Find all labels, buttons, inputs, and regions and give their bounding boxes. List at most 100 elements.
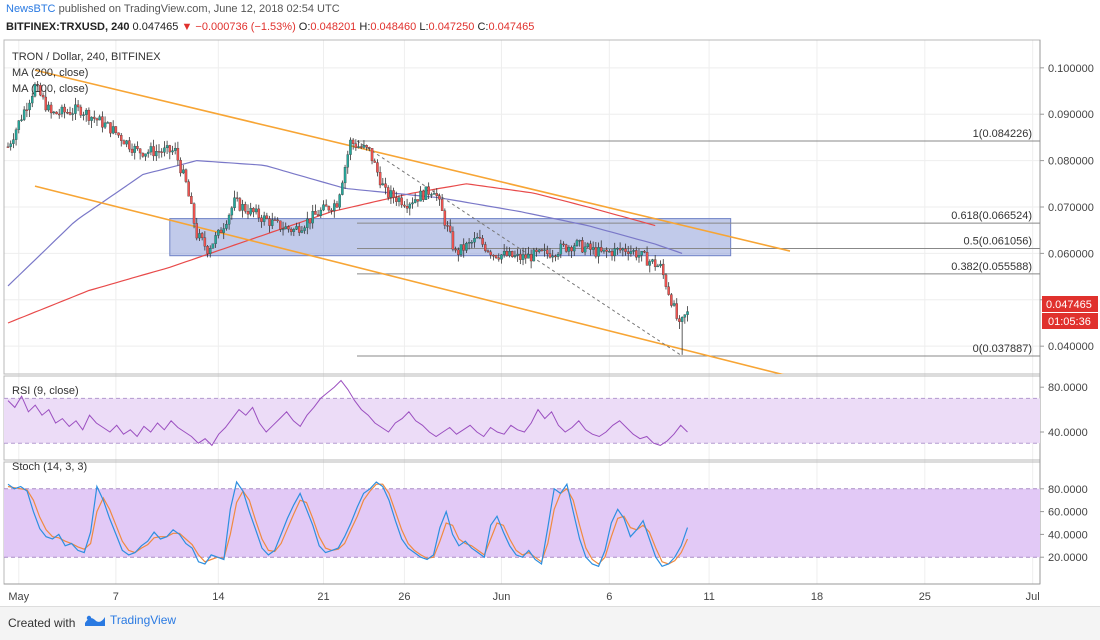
candle-body xyxy=(591,247,595,250)
candle-body xyxy=(149,146,153,153)
countdown-badge xyxy=(1042,313,1098,329)
candle-body xyxy=(608,251,611,253)
candle-body xyxy=(365,145,368,148)
y-tick-label: 0.040000 xyxy=(1048,341,1094,353)
candle-body xyxy=(489,251,492,256)
y-tick-label: 0.070000 xyxy=(1048,202,1094,214)
candle-body xyxy=(98,116,101,121)
candle-body xyxy=(581,240,584,253)
candle-body xyxy=(12,139,15,144)
candle-body xyxy=(535,249,538,252)
stoch-d-line xyxy=(7,483,689,565)
candle-body xyxy=(540,249,544,251)
candle-body xyxy=(368,147,371,149)
candle-body xyxy=(467,242,471,244)
candle-body xyxy=(543,249,546,251)
x-tick-label: Jun xyxy=(493,591,511,603)
candle-body xyxy=(516,253,519,256)
rsi-tick-label: 40.0000 xyxy=(1048,427,1088,439)
grid xyxy=(4,40,1040,584)
tradingview-logo-icon xyxy=(85,615,105,626)
candle-body xyxy=(306,218,309,228)
candle-body xyxy=(656,265,660,268)
candle-body xyxy=(33,84,37,97)
candle-body xyxy=(583,246,587,253)
y-tick-label: 0.060000 xyxy=(1048,248,1094,260)
x-tick-label: May xyxy=(8,591,29,603)
candle-body xyxy=(279,220,282,230)
fib-trend-line xyxy=(356,140,683,357)
candle-body xyxy=(624,248,627,252)
x-tick-label: 21 xyxy=(317,591,329,603)
y-tick-label: 0.080000 xyxy=(1048,156,1094,168)
candle-body xyxy=(230,207,234,216)
candle-body xyxy=(378,172,382,186)
chart-title: TRON / Dollar, 240, BITFINEX xyxy=(12,51,161,63)
candle-body xyxy=(225,224,228,229)
candle-body xyxy=(519,253,522,260)
candle-body xyxy=(683,314,687,318)
ma100-legend[interactable]: MA (100, close) xyxy=(12,83,88,95)
candle-body xyxy=(419,190,422,202)
candle-body xyxy=(556,254,560,257)
candle-body xyxy=(257,208,261,218)
candle-body xyxy=(281,228,285,231)
candle-body xyxy=(537,249,541,252)
candle-body xyxy=(427,186,430,195)
time-axis[interactable]: May 7 14 21 26 Jun 6 11 18 25 Jul xyxy=(8,591,1039,603)
candle-body xyxy=(117,132,120,136)
tradingview-link[interactable]: TradingView xyxy=(84,613,176,627)
candle-body xyxy=(637,255,641,258)
candle-body xyxy=(22,109,26,120)
candle-body xyxy=(9,143,12,147)
candle-body xyxy=(500,254,503,260)
rsi-band xyxy=(4,398,1040,444)
candle-body xyxy=(373,160,376,163)
candle-body xyxy=(20,119,23,121)
candle-body xyxy=(384,183,387,188)
stoch-band xyxy=(4,488,1040,558)
candle-body xyxy=(640,251,643,256)
candle-body xyxy=(413,199,417,203)
ma200-legend[interactable]: MA (200, close) xyxy=(12,67,88,79)
candle-body xyxy=(567,247,571,252)
candle-body xyxy=(478,237,482,239)
chart-area[interactable]: 1(0.084226) 0.618(0.066524) 0.5(0.061056) 0… xyxy=(0,36,1100,606)
candle-body xyxy=(672,303,676,306)
candle-body xyxy=(144,153,147,157)
candle-body xyxy=(659,263,662,267)
candle-body xyxy=(66,112,69,114)
candle-body xyxy=(551,255,554,258)
candle-body xyxy=(187,181,190,197)
candle-body xyxy=(217,229,220,236)
stoch-k-line xyxy=(7,480,689,568)
candle-body xyxy=(408,203,412,209)
candle-body xyxy=(597,247,600,257)
last-price: 0.047465 xyxy=(132,21,179,33)
x-tick-label: 18 xyxy=(811,591,823,603)
created-with-text: Created with xyxy=(8,616,76,630)
candle-body xyxy=(618,248,622,251)
candle-body xyxy=(160,151,163,153)
price-axis[interactable]: 0.100000 0.090000 0.080000 0.070000 0.060000… xyxy=(1040,63,1094,564)
candle-body xyxy=(621,248,625,251)
candle-body xyxy=(459,244,463,255)
candle-body xyxy=(403,204,406,207)
rsi-legend[interactable]: RSI (9, close) xyxy=(12,385,79,397)
candle-body xyxy=(57,113,61,116)
candle-body xyxy=(238,198,242,211)
candle-body xyxy=(300,230,304,233)
candle-body xyxy=(680,317,684,322)
candle-body xyxy=(241,204,244,211)
publisher-name[interactable]: NewsBTC xyxy=(6,3,56,15)
candle-body xyxy=(548,253,552,258)
candle-body xyxy=(252,207,255,213)
candle-body xyxy=(260,217,263,222)
stoch-legend[interactable]: Stoch (14, 3, 3) xyxy=(12,461,87,473)
candle-body xyxy=(349,139,352,155)
candle-body xyxy=(524,254,527,259)
candle-body xyxy=(432,193,436,195)
candle-body xyxy=(60,106,64,115)
y-tick-label: 0.090000 xyxy=(1048,109,1094,121)
candle-body xyxy=(562,243,565,246)
